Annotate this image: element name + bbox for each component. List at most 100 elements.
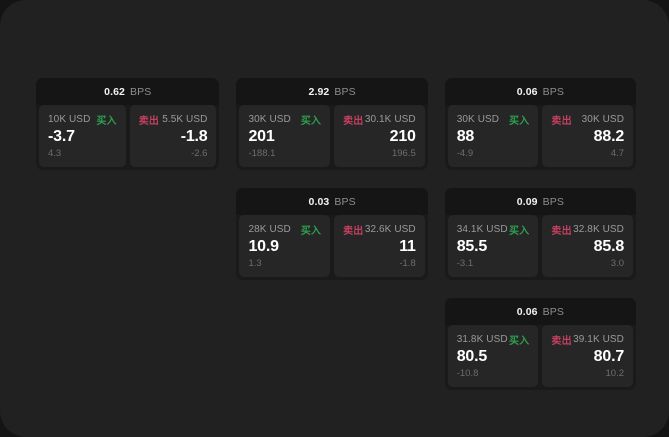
card-header: 0.09 BPS	[444, 188, 636, 215]
sell-action-tag[interactable]: 卖出	[551, 115, 572, 127]
card-body: 30K USD 买入 88 -4.9 卖出 30K USD 88.2 4.7	[445, 105, 636, 170]
buy-action-tag[interactable]: 买入	[300, 115, 322, 127]
sell-action-tag[interactable]: 卖出	[343, 115, 364, 127]
quote-card[interactable]: 2.92 BPS 30K USD 买入 201 -188.1 卖出	[236, 78, 428, 170]
quote-card[interactable]: 0.03 BPS 28K USD 买入 10.9 1.3 卖出	[236, 188, 428, 280]
sell-size-label: 30K USD	[581, 113, 625, 125]
buy-delta: 1.3	[248, 258, 262, 269]
quote-column-3: 0.06 BPS 30K USD 买入 88 -4.9 卖出	[444, 78, 636, 390]
sell-action-tag[interactable]: 卖出	[551, 335, 572, 347]
sell-action-tag[interactable]: 卖出	[551, 225, 572, 237]
bps-unit: BPS	[542, 85, 564, 98]
sell-price: 80.7	[593, 348, 625, 365]
buy-delta: -4.9	[456, 148, 474, 159]
bps-value: 0.03	[308, 195, 330, 208]
sell-delta: -2.6	[191, 148, 208, 159]
sell-price: 11	[399, 238, 416, 255]
bps-value: 0.06	[516, 305, 538, 318]
buy-side-panel[interactable]: 10K USD 买入 -3.7 4.3	[39, 105, 126, 167]
sell-delta: -1.8	[399, 258, 416, 269]
bps-value: 0.09	[516, 195, 538, 208]
bps-unit: BPS	[334, 195, 356, 208]
sell-side-header: 卖出 30K USD	[551, 113, 625, 127]
buy-action-tag[interactable]: 买入	[96, 115, 117, 127]
buy-delta: 4.3	[48, 148, 62, 159]
sell-size-label: 32.8K USD	[573, 223, 625, 235]
quote-board: 0.62 BPS 10K USD 买入 -3.7 4.3 卖出	[36, 78, 636, 390]
card-header: 0.03 BPS	[236, 188, 428, 215]
buy-side-header: 10K USD 买入	[48, 113, 117, 127]
sell-side-header: 卖出 30.1K USD	[343, 113, 416, 127]
quote-card[interactable]: 0.06 BPS 31.8K USD 买入 80.5 -10.8 卖	[444, 298, 636, 390]
sell-size-label: 39.1K USD	[573, 333, 625, 345]
card-body: 30K USD 买入 201 -188.1 卖出 30.1K USD 210 1…	[236, 105, 427, 170]
sell-price: 210	[389, 128, 416, 145]
buy-side-panel[interactable]: 31.8K USD 买入 80.5 -10.8	[447, 325, 539, 387]
card-body: 34.1K USD 买入 85.5 -3.1 卖出 32.8K USD 85.8…	[445, 215, 636, 280]
buy-delta: -3.1	[456, 258, 474, 269]
buy-size-label: 30K USD	[456, 113, 500, 125]
bps-value: 0.06	[516, 85, 538, 98]
card-body: 28K USD 买入 10.9 1.3 卖出 32.6K USD 11 -1.8	[236, 215, 427, 280]
sell-action-tag[interactable]: 卖出	[343, 225, 364, 237]
sell-side-header: 卖出 32.6K USD	[343, 223, 416, 237]
sell-side-panel[interactable]: 卖出 30K USD 88.2 4.7	[542, 105, 634, 167]
buy-action-tag[interactable]: 买入	[300, 225, 322, 237]
buy-action-tag[interactable]: 买入	[508, 225, 530, 237]
buy-action-tag[interactable]: 买入	[508, 335, 530, 347]
card-header: 0.06 BPS	[444, 298, 636, 325]
quote-card[interactable]: 0.09 BPS 34.1K USD 买入 85.5 -3.1 卖出	[444, 188, 636, 280]
buy-price: -3.7	[48, 128, 75, 145]
sell-size-label: 32.6K USD	[364, 223, 416, 235]
sell-size-label: 30.1K USD	[364, 113, 416, 125]
sell-delta: 3.0	[610, 258, 625, 269]
buy-side-header: 30K USD 买入	[248, 113, 322, 127]
buy-delta: -10.8	[456, 368, 479, 379]
sell-delta: 4.7	[610, 148, 625, 159]
buy-price: 80.5	[456, 348, 488, 365]
sell-side-header: 卖出 32.8K USD	[551, 223, 625, 237]
sell-side-panel[interactable]: 卖出 32.8K USD 85.8 3.0	[542, 215, 634, 277]
buy-price: 88	[456, 128, 475, 145]
quote-card[interactable]: 0.06 BPS 30K USD 买入 88 -4.9 卖出	[444, 78, 636, 170]
buy-side-header: 31.8K USD 买入	[456, 333, 530, 347]
buy-price: 85.5	[456, 238, 488, 255]
sell-side-panel[interactable]: 卖出 32.6K USD 11 -1.8	[334, 215, 425, 277]
buy-size-label: 10K USD	[48, 113, 91, 125]
sell-side-header: 卖出 5.5K USD	[138, 113, 208, 127]
sell-price: 85.8	[593, 238, 625, 255]
card-body: 10K USD 买入 -3.7 4.3 卖出 5.5K USD -1.8 -2.…	[36, 105, 219, 170]
card-header: 0.62 BPS	[36, 78, 220, 105]
buy-side-panel[interactable]: 28K USD 买入 10.9 1.3	[239, 215, 331, 277]
quote-column-2: 2.92 BPS 30K USD 买入 201 -188.1 卖出	[236, 78, 428, 280]
sell-price: 88.2	[593, 128, 625, 145]
sell-action-tag[interactable]: 卖出	[138, 115, 160, 127]
bps-value: 2.92	[308, 85, 330, 98]
buy-price: 10.9	[248, 238, 279, 255]
quote-card[interactable]: 0.62 BPS 10K USD 买入 -3.7 4.3 卖出	[36, 78, 220, 170]
buy-size-label: 31.8K USD	[456, 333, 508, 345]
sell-delta: 10.2	[605, 368, 625, 379]
sell-side-panel[interactable]: 卖出 30.1K USD 210 196.5	[334, 105, 425, 167]
buy-side-header: 28K USD 买入	[248, 223, 322, 237]
buy-action-tag[interactable]: 买入	[508, 115, 530, 127]
buy-delta: -188.1	[248, 148, 276, 159]
buy-size-label: 34.1K USD	[456, 223, 508, 235]
card-body: 31.8K USD 买入 80.5 -10.8 卖出 39.1K USD 80.…	[445, 325, 636, 390]
buy-price: 201	[248, 128, 275, 145]
bps-value: 0.62	[104, 85, 125, 98]
sell-price: -1.8	[180, 128, 208, 145]
buy-size-label: 28K USD	[248, 223, 291, 235]
bps-unit: BPS	[334, 85, 356, 98]
sell-side-panel[interactable]: 卖出 39.1K USD 80.7 10.2	[542, 325, 634, 387]
quote-column-1: 0.62 BPS 10K USD 买入 -3.7 4.3 卖出	[36, 78, 220, 170]
buy-side-panel[interactable]: 30K USD 买入 88 -4.9	[447, 105, 539, 167]
buy-side-panel[interactable]: 30K USD 买入 201 -188.1	[239, 105, 331, 167]
buy-side-panel[interactable]: 34.1K USD 买入 85.5 -3.1	[447, 215, 539, 277]
bps-unit: BPS	[542, 195, 564, 208]
sell-side-panel[interactable]: 卖出 5.5K USD -1.8 -2.6	[129, 105, 217, 167]
sell-size-label: 5.5K USD	[162, 113, 208, 125]
buy-side-header: 34.1K USD 买入	[456, 223, 530, 237]
buy-size-label: 30K USD	[248, 113, 291, 125]
